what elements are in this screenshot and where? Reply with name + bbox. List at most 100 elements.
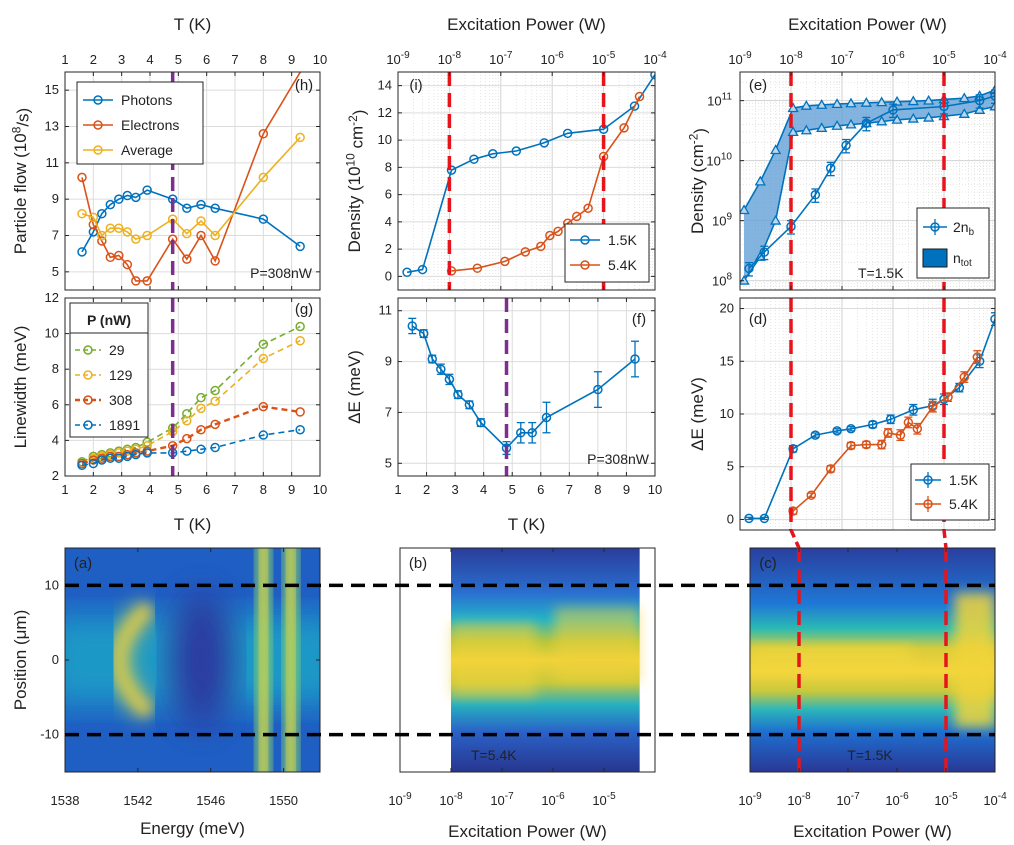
data-point [883, 428, 893, 438]
data-point [295, 407, 305, 417]
data-point [476, 417, 486, 428]
data-point [888, 105, 898, 115]
data-point [923, 111, 935, 122]
panel-label: (i) [409, 77, 422, 94]
data-point [541, 412, 552, 423]
data-point [974, 95, 985, 106]
x-tick-label: 1538 [51, 793, 80, 808]
data-point [825, 464, 836, 474]
data-point [97, 236, 107, 246]
panel-label: (g) [295, 301, 313, 318]
y-tick-label: 0 [727, 511, 734, 526]
data-point [114, 223, 124, 233]
panel-c: 10-9 10-8 10-7 10-6 10-5 10-4 Excitation Power… [738, 547, 1007, 841]
data-point [861, 118, 872, 129]
x-tick-label: 10-8 [438, 50, 462, 67]
x-axis-label-top: Excitation Power (W) [788, 15, 947, 34]
y-tick-label: 10 [720, 406, 734, 421]
data-point [97, 230, 107, 241]
data-point [302, 59, 310, 67]
y-tick-label: 7 [385, 404, 392, 419]
x-tick-label: 10-7 [490, 791, 514, 808]
x-tick-label: 6 [203, 52, 210, 67]
data-layer [407, 317, 640, 456]
panel-e: 10-9 10-8 10-7 10-6 10-5 10-4 Excitation Power… [687, 15, 1007, 291]
data-point [907, 95, 919, 106]
data-layer [77, 321, 305, 471]
x-tick-label: 10-7 [830, 50, 854, 67]
data-point [806, 490, 817, 500]
x-tick-label: 10-7 [836, 791, 860, 808]
x-tick-label: 6 [203, 482, 210, 497]
data-point [105, 252, 116, 263]
connector-dash [789, 529, 801, 549]
data-point [885, 414, 896, 425]
data-point [876, 115, 888, 126]
data-point [258, 172, 269, 183]
data-point [131, 276, 141, 286]
data-point [744, 263, 754, 274]
data-point [800, 124, 812, 135]
data-point [258, 214, 269, 224]
heatmap-expansion [954, 592, 995, 728]
data-point [295, 335, 305, 346]
data-point [545, 230, 555, 241]
annotation: T=5.4K [471, 747, 517, 763]
plot-layer [451, 548, 640, 772]
data-point [258, 401, 269, 412]
heatmap-band [554, 607, 640, 683]
y-tick-label: 1010 [706, 152, 732, 169]
data-point [891, 95, 903, 106]
heatmap-core [750, 645, 912, 675]
y-tick-label: 10 [378, 132, 392, 147]
y-tick-label: 108 [712, 272, 732, 289]
legend-box [564, 223, 650, 283]
data-point [907, 112, 919, 123]
panel-label: (e) [749, 77, 767, 94]
series-line [81, 189, 301, 253]
data-layer [77, 59, 310, 286]
data-point [131, 192, 141, 203]
data-layer [65, 548, 320, 772]
x-tick-label: 7 [231, 52, 238, 67]
data-point [895, 430, 906, 440]
data-point [196, 403, 206, 414]
data-point [142, 230, 152, 241]
legend-label: 5.4K [608, 257, 637, 273]
data-point [825, 163, 836, 173]
x-tick-label: 10 [313, 52, 327, 67]
legend-label: 29 [109, 342, 125, 358]
data-point [114, 453, 124, 463]
y-tick-label: 9 [385, 354, 392, 369]
panel-label: (f) [632, 311, 646, 328]
data-point [974, 104, 986, 114]
data-point [958, 92, 970, 103]
y-tick-label: 5 [385, 455, 392, 470]
data-point [446, 266, 457, 276]
connector-dash [942, 529, 948, 549]
data-point [182, 254, 192, 264]
data-point [295, 424, 305, 435]
legend-label: 1.5K [608, 232, 637, 248]
legend-label: 5.4K [949, 496, 978, 512]
x-tick-label: 1550 [269, 793, 298, 808]
data-point [571, 211, 582, 222]
data-point [787, 126, 799, 137]
x-tick-label: 1 [394, 482, 401, 497]
data-point [407, 321, 418, 331]
series-line [81, 136, 301, 240]
heatmap-line-core [260, 548, 268, 772]
y-tick-label: 2 [52, 468, 59, 483]
y-tick-label: 6 [52, 397, 59, 412]
axes-box [64, 71, 321, 291]
legend-marker [93, 120, 103, 130]
y-axis-label: Density (1010​ cm-2​) [344, 110, 369, 253]
data-point [402, 267, 412, 278]
data-point [845, 97, 857, 108]
y-tick-label: 14 [378, 78, 392, 93]
x-tick-label: 9 [288, 482, 295, 497]
plot-layer [65, 548, 320, 772]
legend-title: P (nW) [87, 312, 131, 328]
data-point [122, 227, 133, 237]
